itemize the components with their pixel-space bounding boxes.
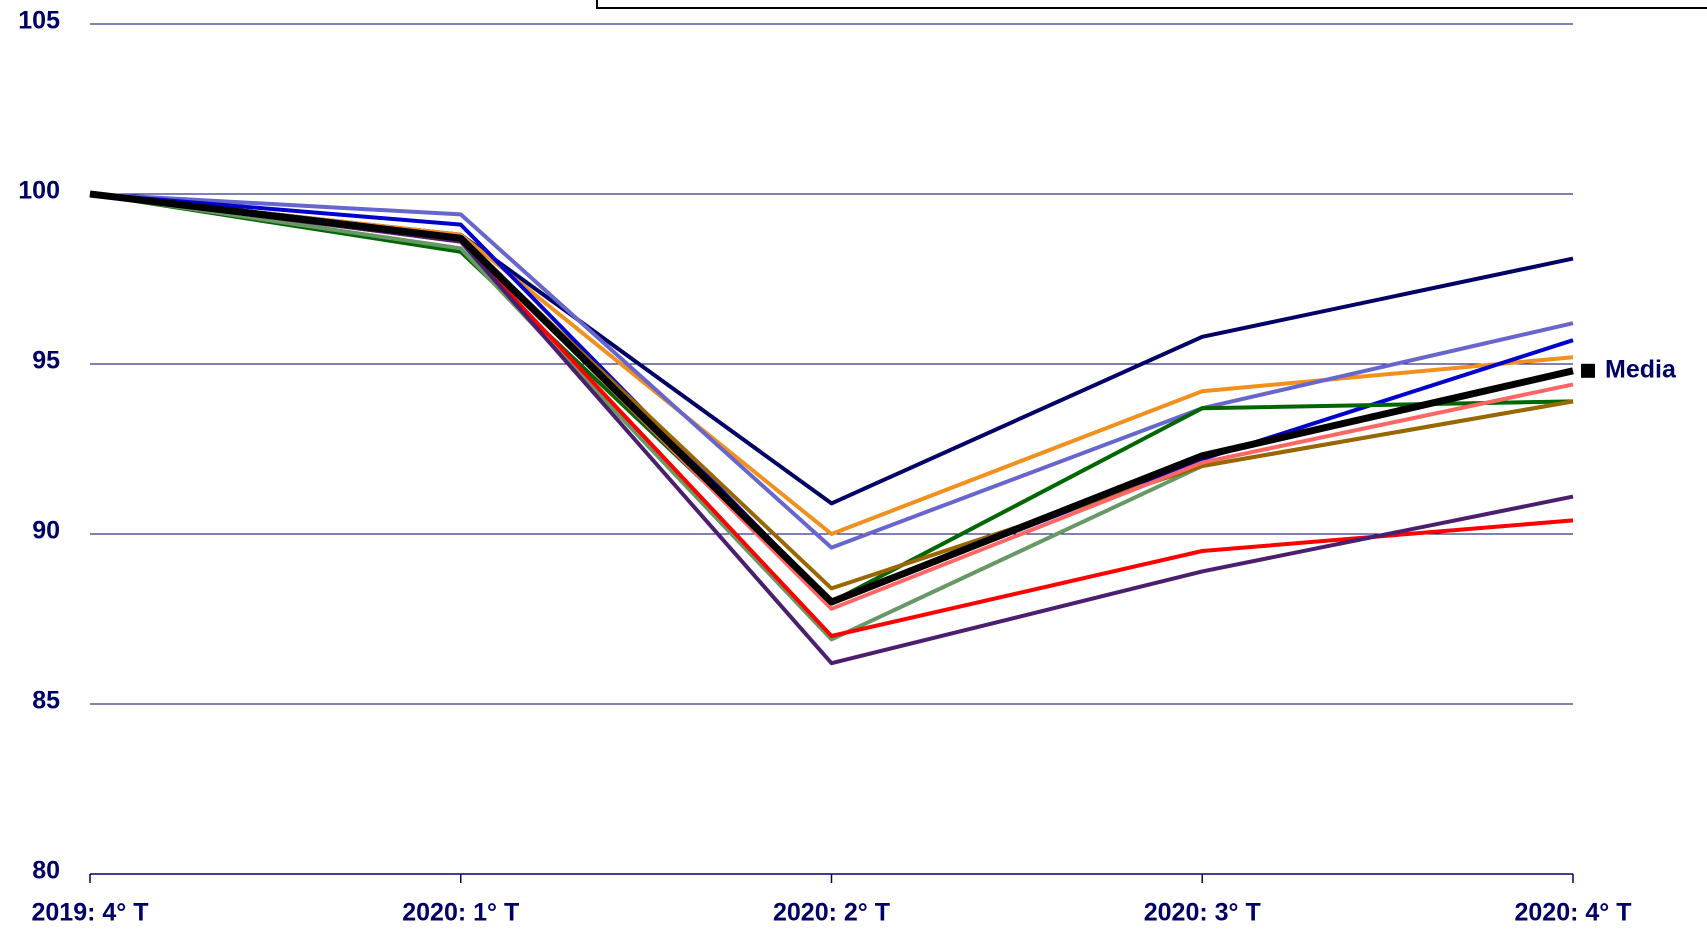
legend-marker <box>1581 363 1595 378</box>
y-tick-label: 80 <box>32 857 60 885</box>
series-line <box>89 192 1574 642</box>
y-tick-label: 85 <box>32 687 60 715</box>
series-line <box>89 192 1574 591</box>
x-tick-label: 2020: 2° T <box>773 899 890 927</box>
series-line <box>89 192 1574 550</box>
x-tick-label: 2020: 1° T <box>402 899 519 927</box>
series-label: Media <box>1605 355 1677 383</box>
y-tick-label: 90 <box>32 517 60 545</box>
y-tick-label: 105 <box>18 7 60 35</box>
y-tick-label: 95 <box>32 347 60 375</box>
legend-frame <box>596 0 1707 9</box>
series-line <box>89 192 1574 638</box>
series-line <box>89 190 1574 606</box>
x-tick-label: 2020: 3° T <box>1144 899 1261 927</box>
x-tick-label: 2020: 4° T <box>1514 899 1631 927</box>
x-tick-label: 2019: 4° T <box>31 899 148 927</box>
series-line <box>89 192 1574 506</box>
series-line <box>89 192 1574 666</box>
y-tick-label: 100 <box>18 177 60 205</box>
